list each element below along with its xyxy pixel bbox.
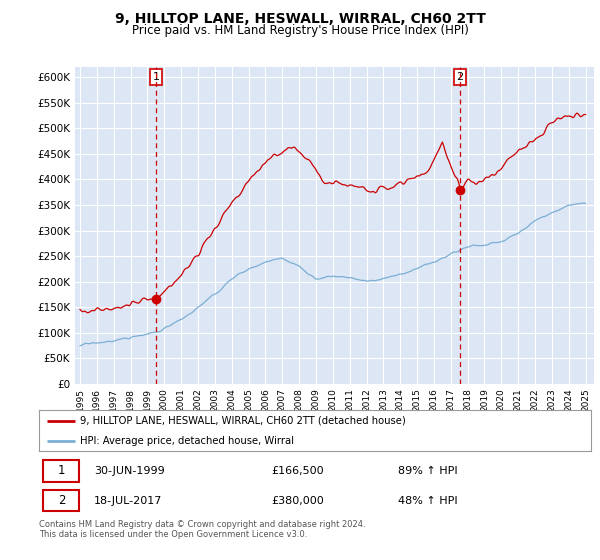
FancyBboxPatch shape xyxy=(43,490,79,511)
Text: Price paid vs. HM Land Registry's House Price Index (HPI): Price paid vs. HM Land Registry's House … xyxy=(131,24,469,37)
Text: HPI: Average price, detached house, Wirral: HPI: Average price, detached house, Wirr… xyxy=(80,436,295,446)
Text: Contains HM Land Registry data © Crown copyright and database right 2024.
This d: Contains HM Land Registry data © Crown c… xyxy=(39,520,365,539)
Text: £166,500: £166,500 xyxy=(271,466,323,476)
Text: 48% ↑ HPI: 48% ↑ HPI xyxy=(398,496,457,506)
Text: 1: 1 xyxy=(58,464,65,478)
Text: 89% ↑ HPI: 89% ↑ HPI xyxy=(398,466,457,476)
Text: 9, HILLTOP LANE, HESWALL, WIRRAL, CH60 2TT (detached house): 9, HILLTOP LANE, HESWALL, WIRRAL, CH60 2… xyxy=(80,416,406,426)
Text: £380,000: £380,000 xyxy=(271,496,323,506)
Text: 1: 1 xyxy=(152,72,160,82)
Text: 2: 2 xyxy=(457,72,463,82)
FancyBboxPatch shape xyxy=(43,460,79,482)
Text: 9, HILLTOP LANE, HESWALL, WIRRAL, CH60 2TT: 9, HILLTOP LANE, HESWALL, WIRRAL, CH60 2… xyxy=(115,12,485,26)
Text: 2: 2 xyxy=(58,494,65,507)
Text: 30-JUN-1999: 30-JUN-1999 xyxy=(94,466,165,476)
Text: 18-JUL-2017: 18-JUL-2017 xyxy=(94,496,163,506)
